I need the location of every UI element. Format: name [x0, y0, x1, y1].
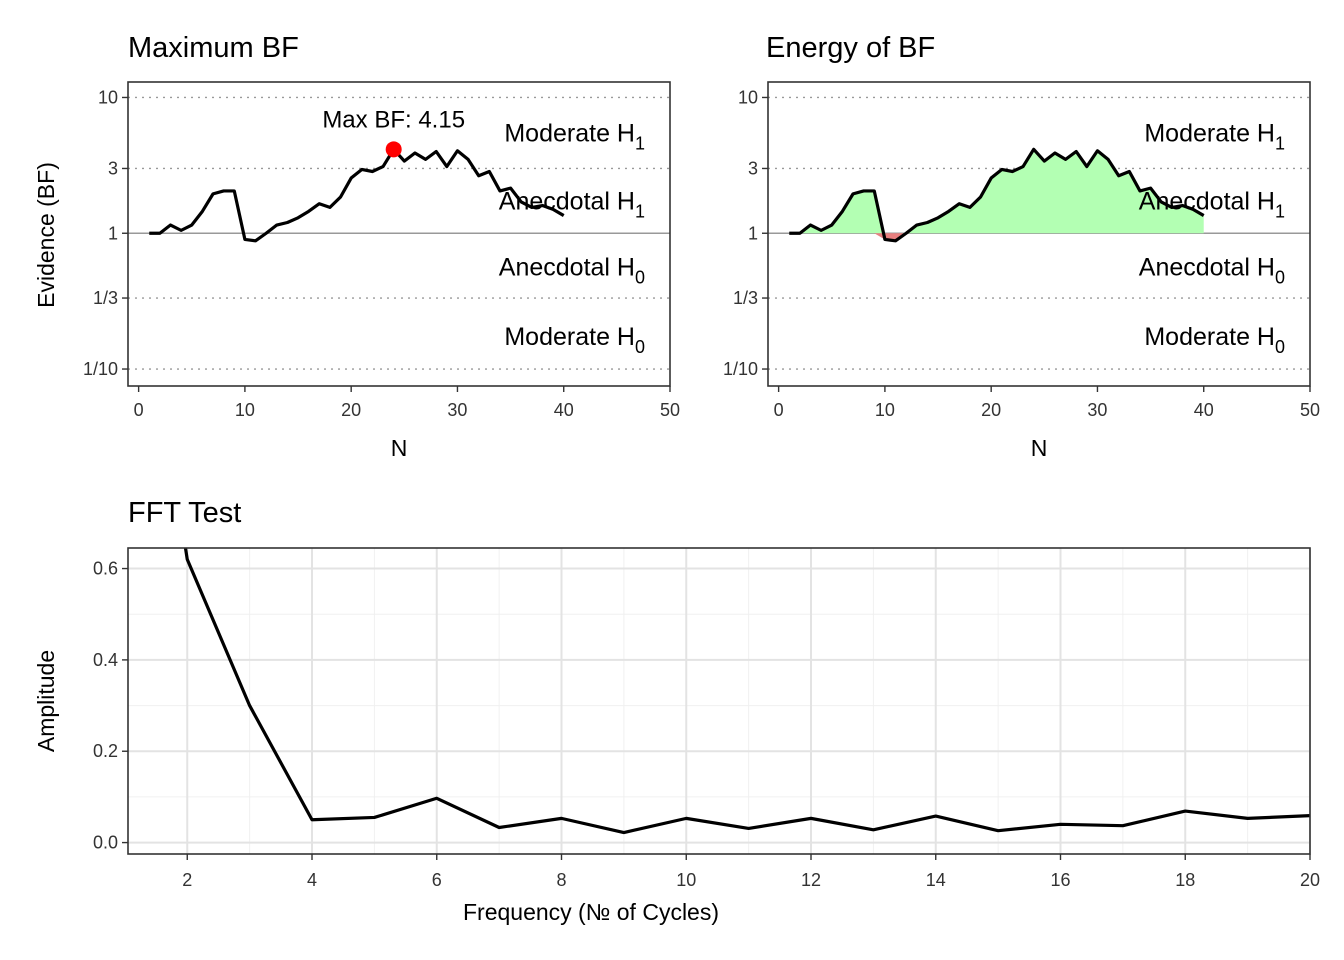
- x-axis-label: Frequency (№ of Cycles): [463, 899, 719, 925]
- y-tick-label: 10: [98, 87, 118, 107]
- y-tick-label: 0.2: [93, 741, 118, 761]
- chart-title: Maximum BF: [128, 32, 299, 64]
- zone-label: Anecdotal H1: [1139, 187, 1285, 221]
- y-tick-label: 1: [748, 223, 758, 243]
- max-bf-label: Max BF: 4.15: [322, 106, 465, 133]
- x-tick-label: 18: [1175, 870, 1195, 890]
- evidence-area-h0: [789, 233, 1204, 241]
- panel-max: Maximum BF Max BF: 4.15 Moderate H1 Anecdot…: [33, 32, 680, 461]
- y-axis-label: Amplitude: [33, 650, 59, 752]
- zone-label: Moderate H1: [1144, 120, 1285, 154]
- panel-fft: FFT Test 0.0 0.2 0.4 0.6 2 4 6 8 10 12 14 16 18 20 Freq…: [33, 497, 1320, 925]
- amplitude-line: [183, 548, 1310, 835]
- y-tick-label: 0.0: [93, 833, 118, 853]
- y-tick-label: 1/10: [723, 359, 758, 379]
- zone-label: Anecdotal H1: [499, 187, 645, 221]
- y-tick-label: 1: [108, 223, 118, 243]
- zone-label: Moderate H0: [504, 323, 645, 357]
- x-tick-label: 20: [1300, 870, 1320, 890]
- bf-series-line: [149, 147, 565, 243]
- y-tick-label: 1/10: [83, 359, 118, 379]
- y-tick-label: 3: [748, 158, 758, 178]
- x-tick-label: 40: [554, 400, 574, 420]
- x-tick-label: 10: [235, 400, 255, 420]
- panel-border: [127, 547, 1311, 855]
- x-tick-label: 0: [134, 400, 144, 420]
- x-tick-label: 30: [1087, 400, 1107, 420]
- x-tick-label: 40: [1194, 400, 1214, 420]
- zone-label: Moderate H1: [504, 120, 645, 154]
- chart-title: FFT Test: [128, 497, 241, 529]
- zone-label: Anecdotal H0: [499, 253, 645, 287]
- x-axis-label: N: [1031, 435, 1048, 461]
- x-tick-label: 50: [660, 400, 680, 420]
- x-tick-label: 10: [875, 400, 895, 420]
- x-axis-label: N: [391, 435, 408, 461]
- y-tick-label: 3: [108, 158, 118, 178]
- x-tick-label: 2: [182, 870, 192, 890]
- x-tick-label: 14: [926, 870, 946, 890]
- zone-label: Moderate H0: [1144, 323, 1285, 357]
- x-tick-label: 12: [801, 870, 821, 890]
- y-tick-label: 1/3: [733, 288, 758, 308]
- x-tick-label: 4: [307, 870, 317, 890]
- chart-title: Energy of BF: [766, 32, 935, 64]
- x-tick-label: 50: [1300, 400, 1320, 420]
- x-tick-label: 16: [1050, 870, 1070, 890]
- x-tick-label: 8: [556, 870, 566, 890]
- evidence-area-h1: [789, 149, 1204, 234]
- y-tick-label: 0.4: [93, 650, 118, 670]
- bf-series-line: [789, 147, 1205, 243]
- x-tick-label: 30: [447, 400, 467, 420]
- y-tick-label: 1/3: [93, 288, 118, 308]
- max-bf-point: [385, 141, 402, 158]
- x-tick-label: 20: [341, 400, 361, 420]
- x-tick-label: 6: [432, 870, 442, 890]
- x-tick-label: 0: [774, 400, 784, 420]
- y-axis-label: Evidence (BF): [33, 162, 59, 308]
- y-tick-label: 0.6: [93, 559, 118, 579]
- x-tick-label: 10: [676, 870, 696, 890]
- y-tick-label: 10: [738, 87, 758, 107]
- panel-energy: Energy of BF Moderate H1 Anecdotal H1 Anecd…: [723, 32, 1320, 461]
- zone-label: Anecdotal H0: [1139, 253, 1285, 287]
- panel-border: [127, 81, 671, 387]
- x-tick-label: 20: [981, 400, 1001, 420]
- panel-border: [767, 81, 1311, 387]
